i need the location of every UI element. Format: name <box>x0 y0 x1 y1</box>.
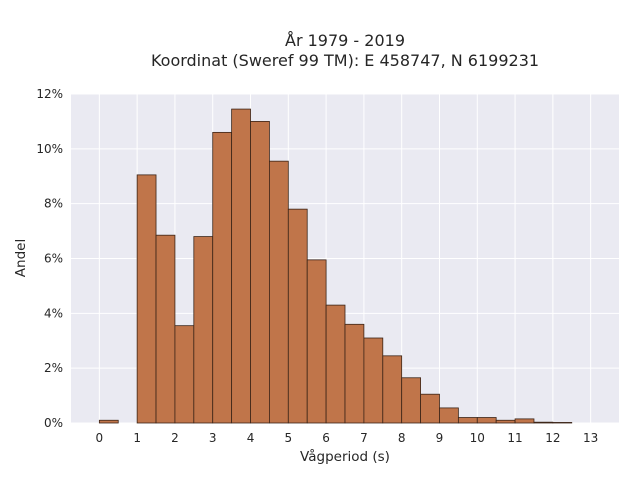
x-tick-label: 3 <box>209 431 217 445</box>
histogram-bar <box>174 325 195 424</box>
histogram-bar <box>250 121 270 424</box>
histogram-bar <box>325 304 346 424</box>
histogram-bar <box>287 208 308 424</box>
histogram-bar <box>212 131 233 424</box>
y-tick-label: 12% <box>36 87 63 101</box>
histogram-bar <box>136 174 157 424</box>
x-tick-label: 11 <box>507 431 522 445</box>
histogram-bar <box>533 421 554 424</box>
histogram-bar <box>401 377 421 424</box>
x-tick-label: 9 <box>436 431 444 445</box>
histogram-bar <box>457 417 478 424</box>
chart-title-line-2: Koordinat (Sweref 99 TM): E 458747, N 61… <box>151 51 539 70</box>
y-axis-label: Andel <box>13 239 29 277</box>
x-tick-label: 10 <box>470 431 485 445</box>
histogram-bar <box>193 236 214 424</box>
x-tick-label: 8 <box>398 431 406 445</box>
x-axis-label: Vågperiod (s) <box>300 448 390 465</box>
histogram-bar <box>382 355 403 424</box>
y-tick-label: 0% <box>44 416 63 430</box>
histogram-bar <box>476 417 497 424</box>
histogram-bar <box>514 418 535 424</box>
histogram-bar <box>363 337 384 424</box>
histogram-bar <box>306 259 327 424</box>
y-tick-label: 8% <box>44 197 63 211</box>
histogram-bar <box>155 234 176 424</box>
y-tick-label: 4% <box>44 306 63 320</box>
x-tick-label: 0 <box>96 431 104 445</box>
histogram-bar <box>420 393 440 424</box>
y-axis-ticks: 0% 2% 4% 6% 8% 10% 12% <box>36 87 63 430</box>
x-tick-label: 2 <box>171 431 179 445</box>
chart-title-line-1: År 1979 - 2019 <box>285 31 405 50</box>
histogram-bar <box>439 407 459 424</box>
histogram-bar <box>98 419 119 424</box>
histogram-bar <box>344 323 365 424</box>
x-tick-label: 7 <box>360 431 368 445</box>
y-tick-label: 10% <box>36 142 63 156</box>
x-tick-label: 5 <box>284 431 292 445</box>
y-tick-label: 6% <box>44 252 63 266</box>
x-axis-ticks: 0 1 2 3 4 5 6 7 8 9 10 11 12 13 <box>96 431 599 445</box>
histogram-bar <box>495 419 516 424</box>
histogram-bar <box>269 160 289 424</box>
x-tick-label: 1 <box>133 431 141 445</box>
x-tick-label: 12 <box>545 431 560 445</box>
histogram-bar <box>231 108 251 424</box>
x-tick-label: 13 <box>583 431 598 445</box>
bars <box>98 108 573 424</box>
histogram-bar <box>552 422 573 424</box>
x-tick-label: 6 <box>322 431 330 445</box>
y-tick-label: 2% <box>44 361 63 375</box>
x-tick-label: 4 <box>247 431 255 445</box>
